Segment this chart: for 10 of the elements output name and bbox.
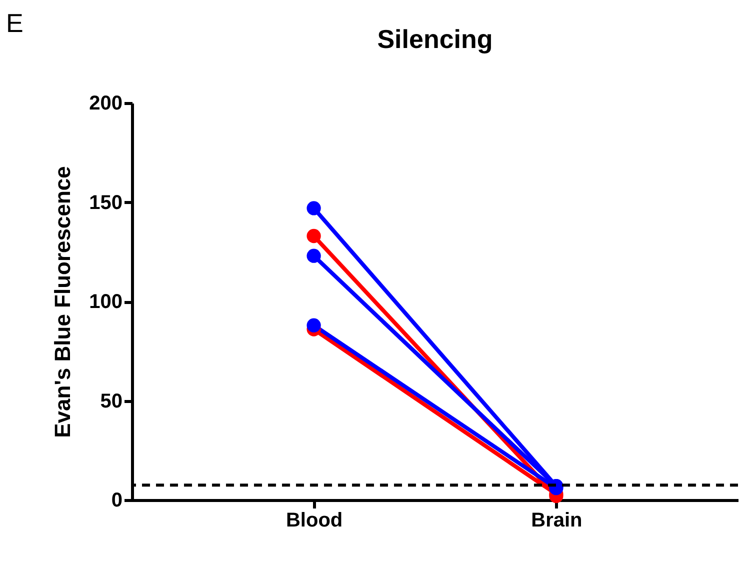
- y-tick-label: 200: [89, 92, 122, 114]
- y-tick-label: 100: [89, 291, 122, 313]
- x-tick-label: Brain: [531, 510, 582, 532]
- x-tick-label: Blood: [286, 510, 343, 532]
- chart-title: Silencing: [377, 24, 493, 54]
- y-axis-title: Evan's Blue Fluorescence: [50, 166, 76, 438]
- y-tick-label: 0: [111, 490, 122, 512]
- text: E: [6, 8, 24, 39]
- y-tick-label: 150: [89, 192, 122, 214]
- y-tick-label: 50: [100, 390, 122, 412]
